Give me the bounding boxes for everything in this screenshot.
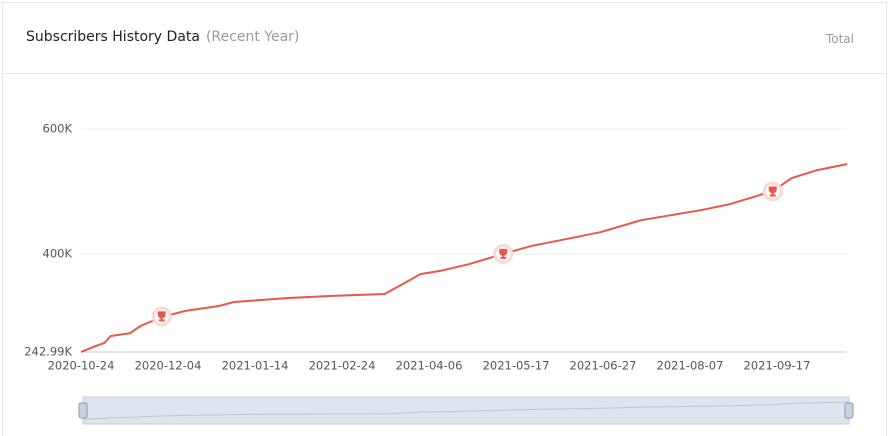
line	[80, 163, 848, 353]
x-tick-label: 2021-08-07	[657, 359, 724, 373]
x-tick-label: 2020-10-24	[48, 359, 115, 373]
x-tick-label: 2021-05-17	[483, 359, 550, 373]
zoom-handle[interactable]	[844, 402, 854, 419]
header: Subscribers History Data (Recent Year) To…	[3, 3, 886, 74]
total-button[interactable]: Total	[825, 32, 854, 46]
trophy-icon	[768, 186, 777, 197]
x-tick-label: 2021-09-17	[744, 359, 811, 373]
title-text: Subscribers History Data	[26, 29, 200, 45]
milestone	[151, 306, 172, 327]
x-tick-label: 2021-02-24	[309, 359, 376, 373]
y-tick-label: 400K	[43, 246, 73, 260]
y-tick-label: 242.99K	[24, 345, 72, 359]
trophy-icon	[157, 311, 166, 322]
milestone	[762, 181, 783, 202]
x-tick-label: 2021-04-06	[396, 359, 463, 373]
zoom-slider[interactable]	[82, 396, 850, 425]
subtitle: (Recent Year)	[205, 29, 300, 45]
mini-line	[83, 401, 849, 420]
x-tick-label: 2020-12-04	[135, 359, 202, 373]
trophy-icon	[499, 248, 508, 259]
zoom-handle[interactable]	[78, 402, 88, 419]
title: Subscribers History Data (Recent Year)	[26, 29, 299, 45]
x-tick-label: 2021-06-27	[570, 359, 637, 373]
y-tick-label: 600K	[43, 122, 73, 136]
x-tick-label: 2021-01-14	[222, 359, 289, 373]
milestone	[493, 243, 514, 264]
